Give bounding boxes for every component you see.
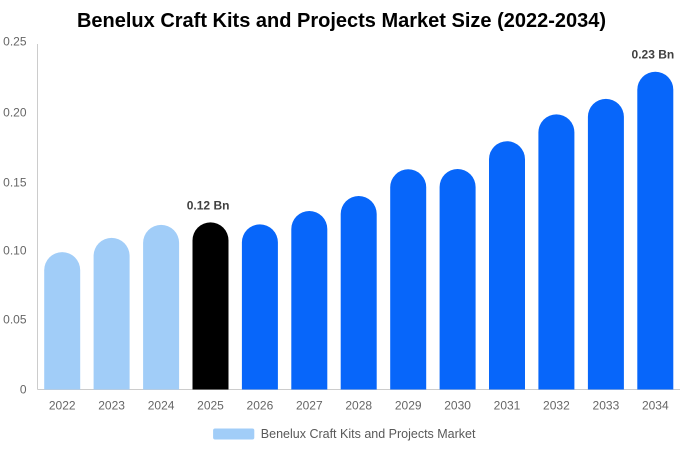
svg-text:0.05: 0.05 [3, 313, 27, 327]
svg-text:2033: 2033 [593, 399, 620, 413]
svg-text:2028: 2028 [345, 399, 372, 413]
svg-text:2024: 2024 [148, 399, 175, 413]
svg-text:Benelux Craft Kits and Project: Benelux Craft Kits and Projects Market S… [77, 10, 606, 32]
svg-text:2034: 2034 [642, 399, 669, 413]
svg-text:2030: 2030 [444, 399, 471, 413]
svg-text:2029: 2029 [395, 399, 422, 413]
svg-text:Benelux Craft Kits and Project: Benelux Craft Kits and Projects Market [261, 427, 476, 441]
svg-text:0.12 Bn: 0.12 Bn [187, 199, 230, 213]
svg-text:2032: 2032 [543, 399, 570, 413]
svg-text:2022: 2022 [49, 399, 76, 413]
svg-text:2031: 2031 [494, 399, 521, 413]
svg-text:0.10: 0.10 [3, 244, 27, 258]
svg-text:0.20: 0.20 [3, 105, 27, 119]
svg-text:2023: 2023 [98, 399, 125, 413]
svg-text:2025: 2025 [197, 399, 224, 413]
svg-text:2027: 2027 [296, 399, 323, 413]
svg-text:0.15: 0.15 [3, 175, 27, 189]
svg-text:0: 0 [20, 383, 27, 397]
svg-text:0.23 Bn: 0.23 Bn [632, 48, 675, 62]
svg-text:2026: 2026 [247, 399, 274, 413]
svg-text:0.25: 0.25 [3, 35, 27, 49]
